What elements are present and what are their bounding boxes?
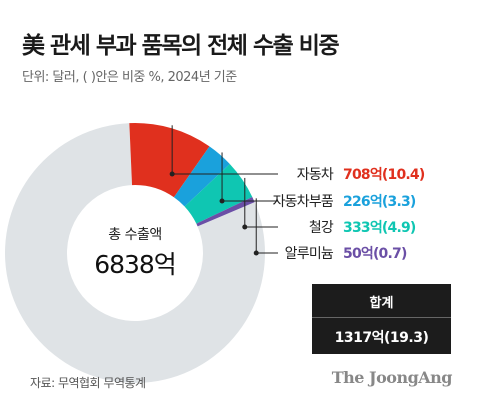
slice-value-2: 333억(4.9)	[343, 220, 416, 236]
publisher-logo: The JoongAng	[331, 368, 453, 387]
leader-dot-3	[253, 250, 259, 256]
slice-other	[4, 123, 265, 384]
slice-2	[184, 164, 253, 224]
slice-3	[196, 196, 255, 227]
donut-center	[71, 189, 199, 317]
slice-value-1: 226억(3.3)	[343, 194, 416, 210]
total-label: 합계	[369, 296, 394, 311]
slice-value-0: 708억(10.4)	[343, 167, 425, 183]
slice-label-2: 철강	[309, 220, 334, 236]
donut-ring	[4, 123, 265, 384]
slice-0	[129, 123, 210, 198]
leader-dot-2	[242, 224, 248, 230]
chart-title: 美 관세 부과 품목의 전체 수출 비중	[22, 33, 340, 59]
slice-label-0: 자동차	[297, 167, 334, 183]
leader-dot-0	[169, 171, 175, 177]
center-value: 6838억	[94, 250, 176, 279]
slice-1	[173, 146, 230, 207]
slice-label-1: 자동차부품	[273, 194, 334, 210]
source-note: 자료: 무역협회 무역통계	[30, 376, 146, 390]
total-summary-box: 합계 1317억(19.3)	[312, 284, 451, 354]
center-label: 총 수출액	[108, 227, 161, 243]
total-value: 1317억(19.3)	[334, 330, 429, 346]
slice-label-3: 알루미늄	[285, 246, 334, 262]
leader-dot-1	[219, 198, 225, 204]
slice-value-3: 50억(0.7)	[343, 246, 407, 262]
chart-subtitle: 단위: 달러, ( )안은 비중 %, 2024년 기준	[22, 70, 237, 85]
total-divider	[312, 317, 451, 318]
